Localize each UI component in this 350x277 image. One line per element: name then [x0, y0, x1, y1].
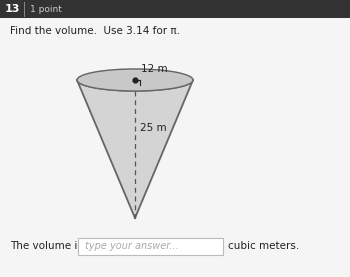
Text: type your answer...: type your answer...: [85, 241, 179, 251]
Polygon shape: [77, 69, 193, 218]
Text: 12 m: 12 m: [141, 64, 168, 74]
Text: Find the volume.  Use 3.14 for π.: Find the volume. Use 3.14 for π.: [10, 26, 180, 36]
Text: cubic meters.: cubic meters.: [228, 241, 299, 251]
Text: 1 point: 1 point: [30, 4, 62, 14]
Text: 13: 13: [4, 4, 20, 14]
Text: The volume is: The volume is: [10, 241, 83, 251]
FancyBboxPatch shape: [78, 237, 223, 255]
Text: 25 m: 25 m: [140, 123, 167, 133]
FancyBboxPatch shape: [0, 0, 350, 18]
Ellipse shape: [77, 69, 193, 91]
